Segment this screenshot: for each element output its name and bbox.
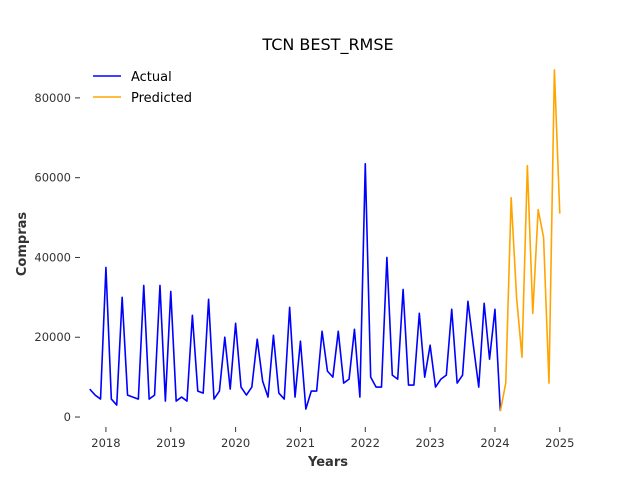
y-axis-ticks: 0 20000 40000 60000 80000 xyxy=(34,91,80,424)
x-axis-ticks: 2018 2019 2020 2021 2022 2023 2024 2025 xyxy=(91,427,574,450)
x-tick-label: 2019 xyxy=(156,436,185,450)
legend-label: Predicted xyxy=(131,91,192,106)
y-tick-label: 80000 xyxy=(34,91,71,105)
y-tick-label: 60000 xyxy=(34,171,71,185)
y-tick-label: 0 xyxy=(64,410,71,424)
x-axis-label: Years xyxy=(307,455,348,470)
x-tick-label: 2024 xyxy=(480,436,509,450)
x-tick-label: 2025 xyxy=(545,436,574,450)
x-tick-label: 2021 xyxy=(286,436,315,450)
y-tick-label: 40000 xyxy=(34,250,71,264)
legend-label: Actual xyxy=(131,70,172,85)
series-line-actual xyxy=(89,162,502,412)
chart-title: TCN BEST_RMSE xyxy=(261,35,393,55)
x-tick-label: 2020 xyxy=(221,436,250,450)
series-line-predicted xyxy=(499,69,561,412)
x-tick-label: 2022 xyxy=(351,436,380,450)
x-tick-label: 2023 xyxy=(415,436,444,450)
x-tick-label: 2018 xyxy=(91,436,120,450)
y-tick-label: 20000 xyxy=(34,330,71,344)
series-layer xyxy=(89,69,561,412)
legend: Actual Predicted xyxy=(93,70,192,106)
y-axis-label: Compras xyxy=(15,212,30,277)
